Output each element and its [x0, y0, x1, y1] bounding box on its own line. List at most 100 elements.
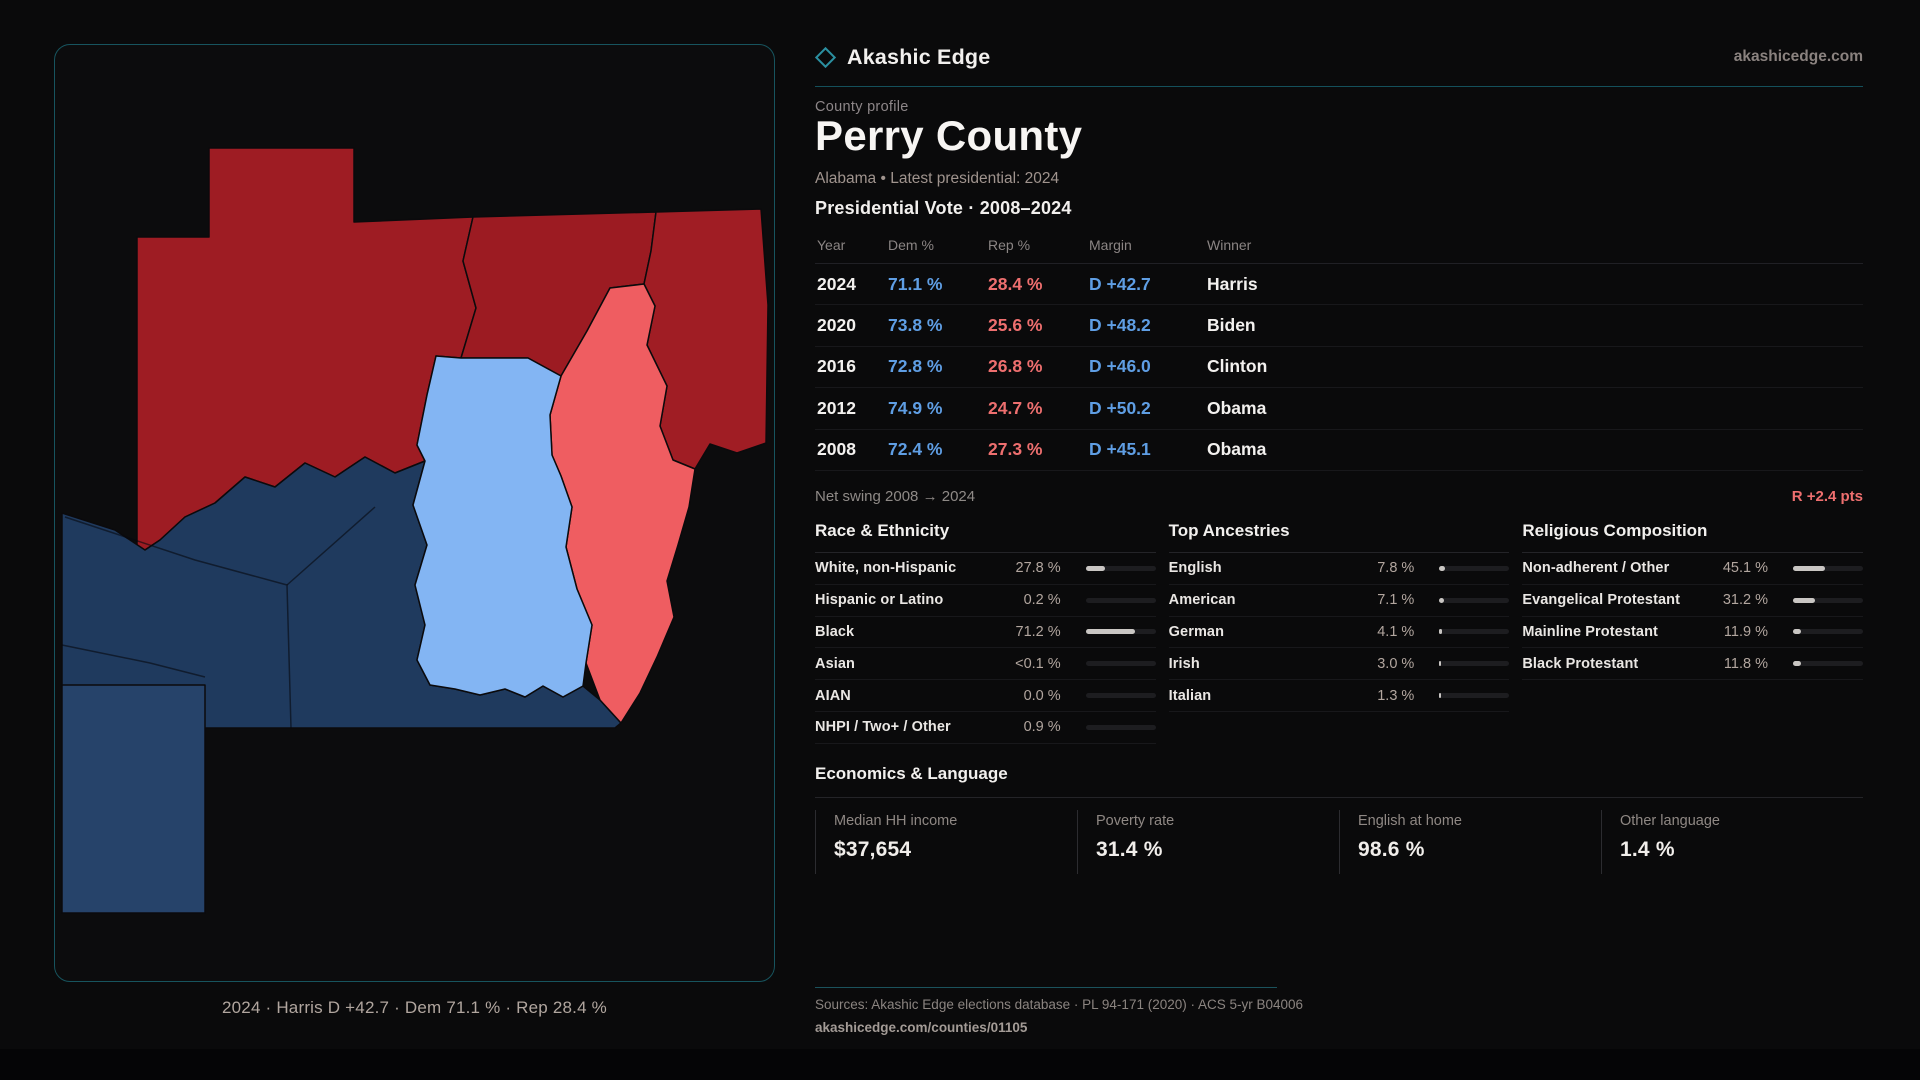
permalink[interactable]: akashicedge.com/counties/01105: [815, 1020, 1028, 1035]
demo-row: Hispanic or Latino 0.2 %: [815, 585, 1156, 617]
demo-bar-fill: [1085, 565, 1106, 571]
demo-bar-fill: [1439, 597, 1445, 603]
demo-row: Non-adherent / Other 45.1 %: [1522, 553, 1863, 585]
map-county-rep-east[interactable]: [643, 208, 769, 470]
demo-bar: [1085, 693, 1156, 699]
demo-column-2: Religious Composition Non-adherent / Othe…: [1522, 521, 1863, 744]
demo-row-label: NHPI / Two+ / Other: [815, 719, 951, 736]
demo-row: Asian <0.1 %: [815, 648, 1156, 681]
county-map[interactable]: [55, 45, 775, 982]
vote-table-body: 2024 71.1 % 28.4 % D +42.7 Harris 2020 73.8 % 2…: [815, 264, 1863, 471]
vote-cell-margin: D +45.1: [1089, 439, 1151, 460]
demo-row-value: <0.1 %: [1015, 655, 1061, 672]
vote-row: 2008 72.4 % 27.3 % D +45.1 Obama: [815, 430, 1863, 471]
vote-table-header: Year Dem % Rep % Margin Winner: [815, 237, 1863, 264]
demo-bar: [1439, 693, 1510, 699]
vote-cell-winner: Harris: [1207, 273, 1258, 294]
stat-block-1: Poverty rate 31.4 %: [1077, 810, 1339, 874]
demo-row-value: 4.1 %: [1377, 623, 1415, 640]
vote-row: 2020 73.8 % 25.6 % D +48.2 Biden: [815, 305, 1863, 347]
page-subtitle: Alabama • Latest presidential: 2024: [815, 170, 1060, 187]
demo-bar-fill: [1439, 661, 1442, 667]
economics-stats: Median HH income $37,654 Poverty rate 31.4 …: [815, 810, 1863, 874]
demo-bar-fill: [1439, 629, 1443, 635]
stat-value: $37,654: [834, 838, 912, 861]
bottom-edge: [0, 1049, 1920, 1080]
demo-row-value: 7.8 %: [1377, 560, 1415, 577]
demo-row: Black Protestant 11.8 %: [1522, 648, 1863, 681]
demo-bar: [1439, 661, 1510, 667]
demo-column-title: Religious Composition: [1522, 521, 1863, 553]
demo-row-label: White, non-Hispanic: [815, 560, 957, 577]
vote-cell-margin: D +50.2: [1089, 397, 1151, 418]
demo-column-1: Top Ancestries English 7.8 % American 7.1 % G…: [1168, 521, 1510, 744]
map-county-dem-south[interactable]: [61, 684, 206, 914]
stat-block-0: Median HH income $37,654: [815, 810, 1077, 874]
demo-row-value: 11.8 %: [1723, 655, 1768, 672]
demo-bar: [1085, 724, 1156, 730]
vote-cell-winner: Obama: [1207, 397, 1267, 418]
demo-bar: [1439, 629, 1510, 635]
stat-value: 1.4 %: [1620, 838, 1675, 861]
demo-row-value: 0.0 %: [1023, 687, 1061, 704]
demo-bar-fill: [1439, 565, 1445, 571]
demo-row-label: AIAN: [815, 687, 851, 704]
demo-row-label: Evangelical Protestant: [1522, 592, 1681, 609]
site-link[interactable]: akashicedge.com: [1733, 48, 1863, 65]
demographics-grid: Race & Ethnicity White, non-Hispanic 27.8 …: [815, 521, 1863, 744]
demo-row: American 7.1 %: [1168, 585, 1510, 617]
demo-bar: [1792, 565, 1863, 571]
demo-row-label: Italian: [1168, 687, 1212, 704]
vote-cell-winner: Obama: [1207, 439, 1267, 460]
vote-cell-margin: D +48.2: [1089, 315, 1151, 336]
net-swing-value: R +2.4 pts: [1791, 487, 1863, 505]
vote-col-header-3: Margin: [1089, 237, 1132, 253]
stat-block-3: Other language 1.4 %: [1601, 810, 1863, 874]
demo-row-label: Black Protestant: [1522, 655, 1639, 672]
diamond-logo-icon: [814, 46, 837, 68]
demo-row-value: 0.9 %: [1023, 719, 1061, 736]
footer-divider: [815, 987, 1277, 988]
stat-label: Other language: [1620, 813, 1720, 829]
map-internal-borders: [61, 506, 376, 729]
demo-row-value: 31.2 %: [1722, 592, 1768, 609]
vote-cell-margin: D +42.7: [1089, 273, 1151, 294]
page-title: Perry County: [815, 112, 1083, 159]
map-caption: 2024 · Harris D +42.7 · Dem 71.1 % · Rep…: [222, 998, 607, 1017]
net-swing-label: Net swing 2008 → 2024: [815, 487, 976, 505]
demo-row: English 7.8 %: [1168, 553, 1510, 585]
vote-cell-rep: 27.3 %: [988, 439, 1043, 460]
map-county-perry-highlight[interactable]: [412, 355, 593, 698]
demo-bar: [1792, 629, 1863, 635]
net-swing-row: Net swing 2008 → 2024 R +2.4 pts: [815, 471, 1863, 521]
county-map-panel[interactable]: [54, 44, 775, 982]
demo-column-title: Race & Ethnicity: [815, 521, 1156, 553]
vote-row: 2012 74.9 % 24.7 % D +50.2 Obama: [815, 388, 1863, 430]
demo-row-value: 11.9 %: [1723, 623, 1768, 640]
stat-block-2: English at home 98.6 %: [1339, 810, 1601, 874]
stat-label: Median HH income: [834, 813, 958, 829]
demo-bar-fill: [1085, 629, 1136, 635]
demo-row: Black 71.2 %: [815, 617, 1156, 649]
demo-row-label: English: [1168, 560, 1222, 577]
economics-title: Economics & Language: [815, 764, 1863, 798]
demo-row-value: 1.3 %: [1377, 687, 1415, 704]
vote-cell-dem: 72.4 %: [888, 439, 943, 460]
vote-col-header-4: Winner: [1207, 237, 1252, 253]
page-header: Akashic Edge akashicedge.com: [814, 40, 1863, 74]
stat-label: Poverty rate: [1096, 813, 1175, 829]
demo-row-value: 7.1 %: [1377, 592, 1415, 609]
vote-cell-year: 2020: [817, 315, 856, 336]
vote-table-title: Presidential Vote · 2008–2024: [815, 198, 1072, 218]
demo-bar: [1792, 661, 1863, 667]
vote-cell-margin: D +46.0: [1089, 356, 1151, 377]
demo-bar-fill: [1792, 661, 1802, 667]
stat-label: English at home: [1358, 813, 1462, 829]
vote-cell-rep: 28.4 %: [988, 273, 1043, 294]
demo-bar: [1439, 597, 1510, 603]
demo-row-label: Mainline Protestant: [1522, 623, 1658, 640]
demo-bar-fill: [1439, 693, 1442, 699]
demo-bar: [1085, 565, 1156, 571]
brand-name: Akashic Edge: [847, 44, 991, 69]
